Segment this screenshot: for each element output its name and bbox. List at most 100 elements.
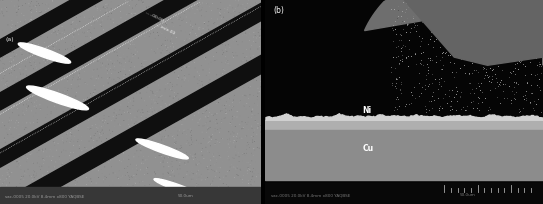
Point [229,6,237,9]
Point [168,68,176,71]
Point [484,59,493,62]
Point [455,47,464,50]
Point [487,80,495,84]
Point [29,91,38,94]
Point [0,136,9,140]
Point [132,166,141,170]
Point [52,160,60,164]
Point [24,151,33,154]
Point [204,24,212,28]
Point [163,46,172,49]
Point [96,131,105,134]
Point [74,138,83,141]
Point [5,171,14,174]
Point [224,98,233,101]
Point [0,0,7,2]
Point [175,155,184,158]
Point [437,76,445,79]
Point [171,85,179,88]
Point [35,10,44,13]
Point [119,77,128,80]
Point [86,98,95,101]
Point [447,20,456,23]
Point [39,176,48,179]
Point [90,100,98,103]
Point [198,6,206,9]
Text: 50.0um: 50.0um [460,193,476,197]
Point [83,56,92,59]
Point [93,130,102,133]
Point [224,85,233,88]
Point [99,6,108,9]
Point [427,30,435,33]
Point [230,14,239,18]
Point [94,14,103,18]
Point [90,84,98,87]
Point [119,109,128,112]
Point [151,184,160,187]
Point [140,173,149,176]
Point [253,59,262,63]
Point [98,64,107,67]
Point [451,108,460,112]
Point [481,32,490,35]
Point [230,146,238,149]
Point [76,15,85,18]
Point [100,175,109,178]
Point [0,178,4,181]
Point [502,44,510,48]
Point [223,95,232,98]
Point [173,119,182,122]
Point [12,160,21,163]
Point [169,0,178,4]
Point [534,11,543,15]
Point [242,48,251,51]
Point [193,52,201,55]
Point [52,53,60,56]
Point [197,162,205,165]
Point [55,155,64,158]
Point [53,182,62,186]
Point [0,117,5,121]
Point [230,139,238,142]
Point [176,147,185,150]
Point [222,32,231,36]
Point [111,119,119,123]
Point [171,95,180,98]
Point [20,20,29,23]
Point [81,35,90,38]
Point [212,161,221,164]
Point [63,137,72,140]
Point [495,57,503,60]
Point [113,176,122,179]
Point [231,74,240,78]
Point [243,55,251,58]
Point [67,83,75,86]
Point [84,180,93,183]
Point [36,28,45,31]
Point [210,155,218,158]
Point [52,171,61,174]
Point [207,183,216,186]
Point [444,28,453,31]
Point [151,116,160,119]
Point [395,87,404,91]
Point [456,41,465,44]
Point [52,149,61,152]
Point [139,155,148,158]
Point [140,69,148,73]
Point [148,91,157,95]
Point [31,35,40,39]
Point [249,132,258,135]
Point [465,81,474,84]
Point [107,119,116,122]
Point [135,181,144,184]
Point [182,135,191,139]
Point [396,32,405,36]
Point [20,128,29,131]
Point [232,140,241,143]
Point [501,35,509,39]
Point [248,113,256,116]
Point [146,118,154,121]
Point [92,115,100,118]
